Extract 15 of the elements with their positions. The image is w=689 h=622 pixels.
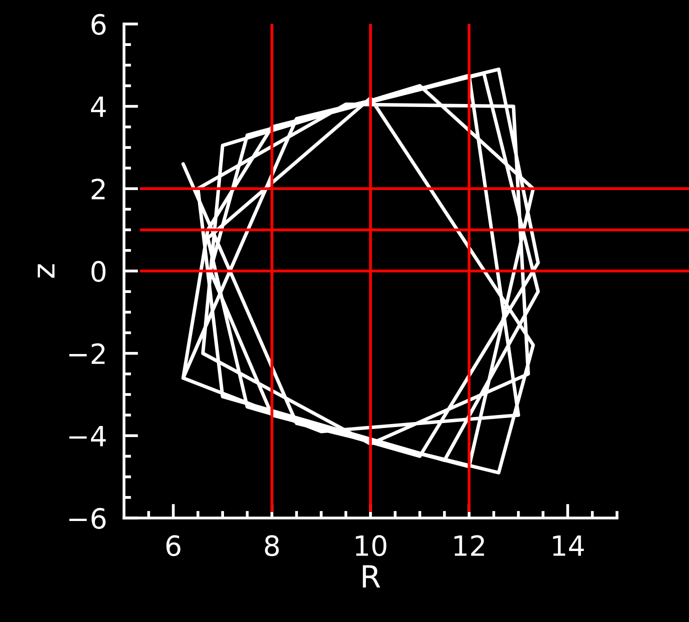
y-tick-label: 6 — [92, 14, 106, 35]
y-tick-label: 2 — [92, 178, 105, 200]
y-axis-title: z — [38, 264, 54, 278]
x-tick-label: 8 — [264, 535, 279, 556]
x-tick-label: 10 — [356, 535, 386, 556]
y-tick-label: −6 — [69, 508, 106, 529]
y-tick-label: 4 — [91, 96, 106, 117]
x-tick-label: 14 — [553, 536, 584, 556]
x-tick-label: 6 — [166, 535, 180, 556]
x-axis-title: R — [362, 565, 380, 588]
y-tick-label: −2 — [69, 343, 105, 364]
y-tick-label: −4 — [69, 426, 106, 446]
line-series — [181, 68, 540, 474]
x-tick-label: 12 — [454, 535, 484, 556]
y-tick-label: 0 — [91, 260, 106, 282]
